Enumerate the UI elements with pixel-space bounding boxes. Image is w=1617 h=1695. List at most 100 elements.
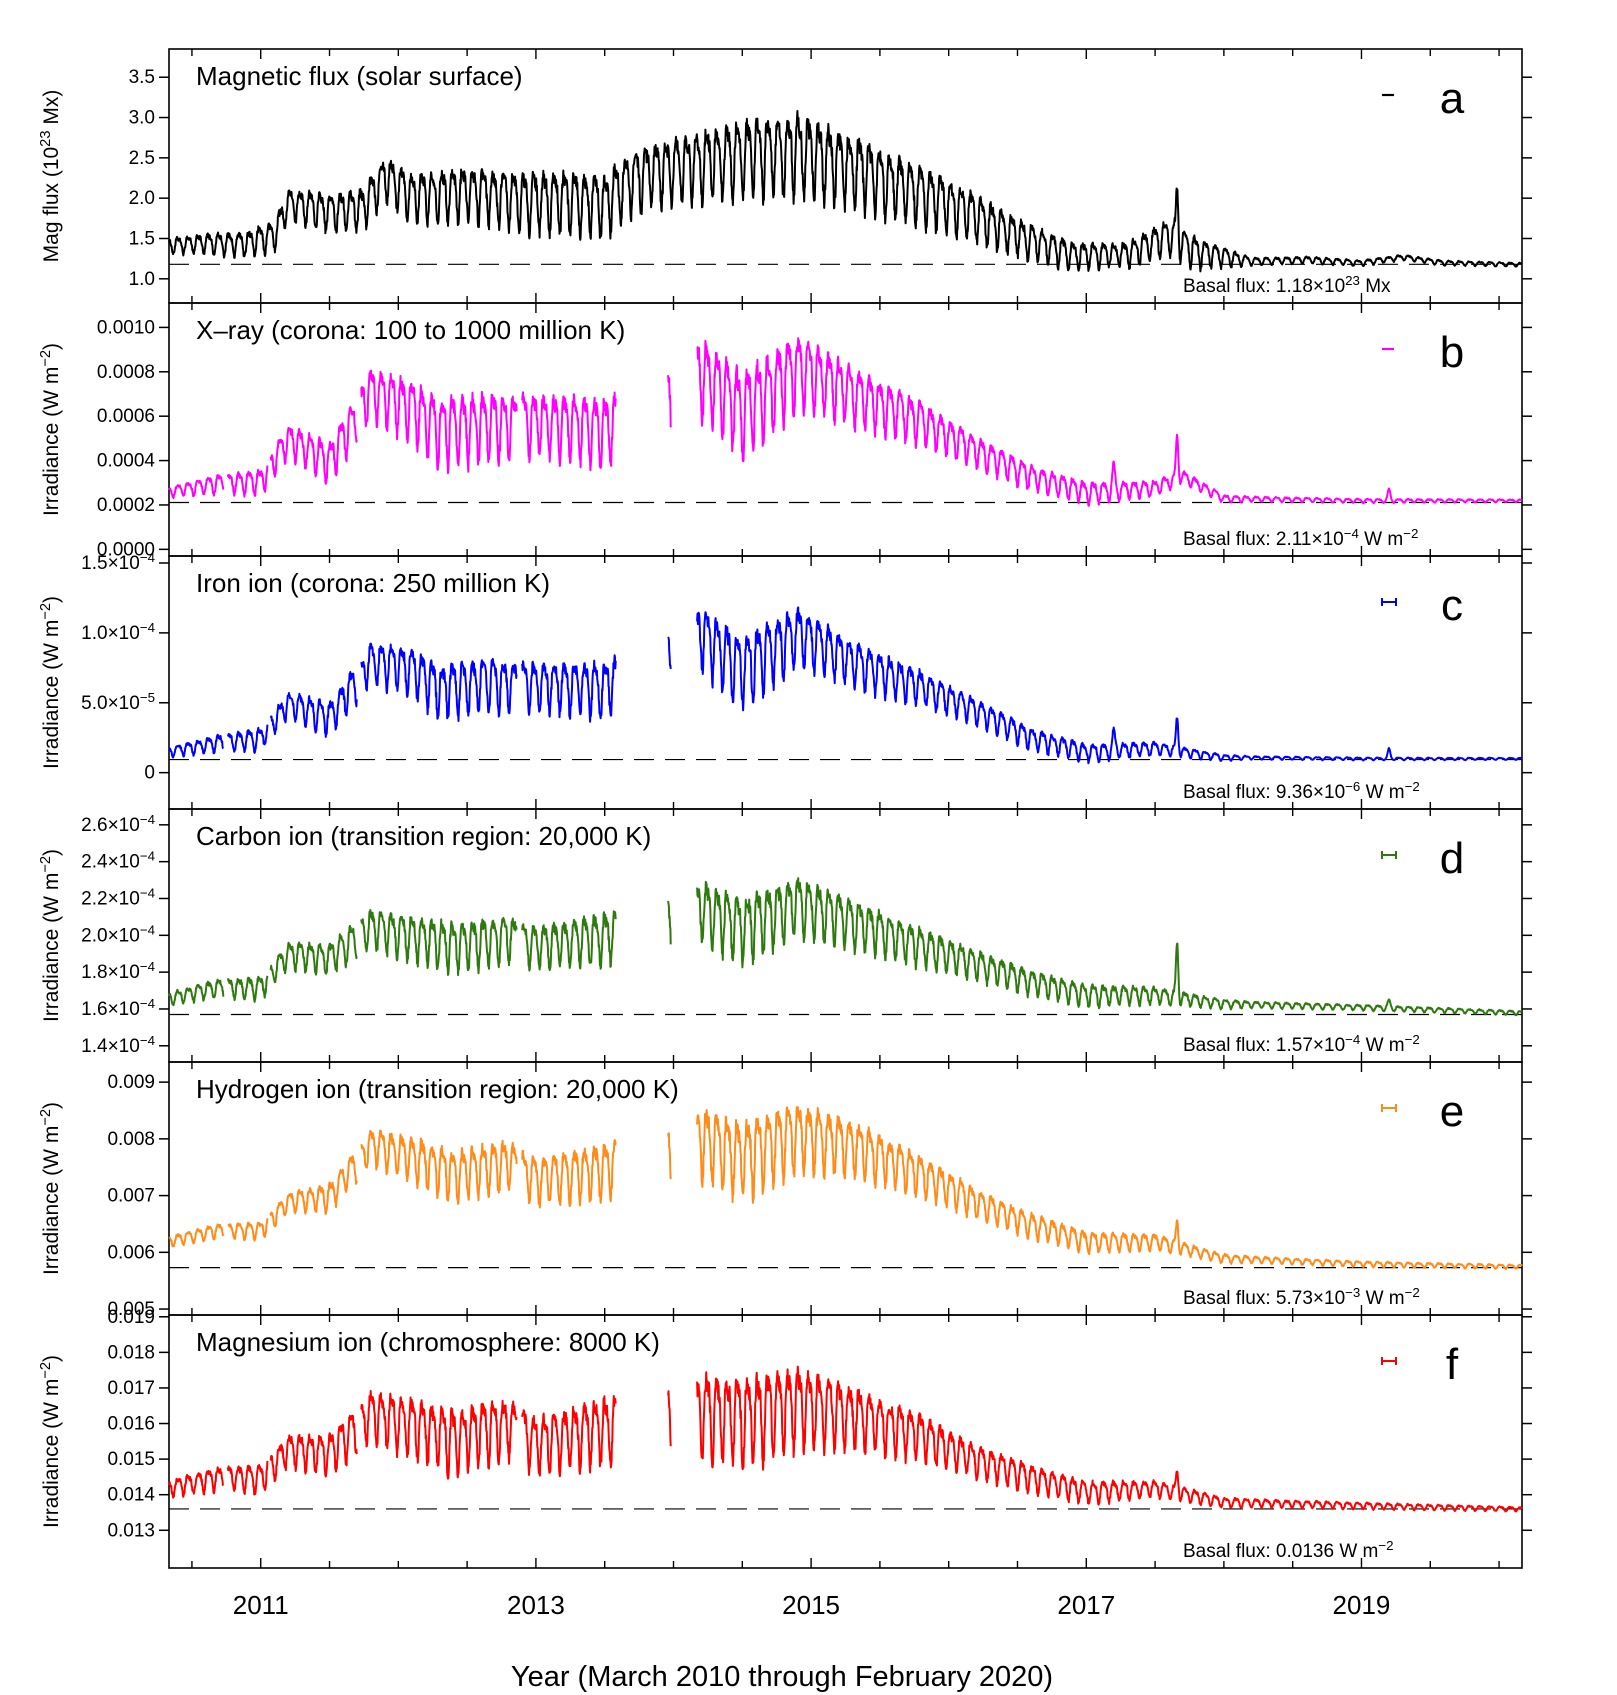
series-line [667, 1390, 672, 1447]
series-line [226, 975, 269, 1003]
panel-letter: b [1440, 328, 1464, 377]
y-tick-label: 0.0002 [97, 495, 155, 516]
y-tick-label: 2.2×10−4 [81, 885, 155, 910]
series-line [269, 1414, 358, 1483]
panel-title: Iron ion (corona: 250 million K) [196, 568, 550, 598]
x-axis-title: Year (March 2010 through February 2020) [511, 1661, 1053, 1693]
series-line [667, 1132, 672, 1180]
series-line [168, 733, 224, 759]
panel-letter: d [1440, 834, 1464, 883]
series-line [696, 1365, 1523, 1513]
y-axis-label: Irradiance (W m−2) [38, 1355, 63, 1528]
series-line [667, 375, 672, 428]
panel-title: Magnesium ion (chromosphere: 8000 K) [196, 1327, 660, 1357]
y-tick-label: 3.5 [129, 67, 155, 88]
y-tick-label: 0 [144, 763, 155, 784]
y-tick-label: 0.0000 [97, 539, 155, 560]
basal-flux-label: Basal flux: 1.57×10−4 W m−2 [1183, 1032, 1420, 1057]
series-line [168, 110, 1523, 273]
y-axis-label: Irradiance (W m−2) [38, 849, 63, 1022]
basal-flux-label: Basal flux: 5.73×10−3 W m−2 [1183, 1285, 1420, 1310]
y-axis-label: Irradiance (W m−2) [38, 596, 63, 769]
series-line [360, 369, 518, 475]
y-tick-label: 0.0010 [97, 317, 155, 338]
series-line [521, 391, 617, 472]
y-tick-label: 0.014 [107, 1485, 155, 1506]
panel-f: 0.013 0.014 0.015 0.016 0.017 0.018 0.019 Irrad… [38, 1307, 1532, 1569]
y-tick-label: 0.009 [107, 1072, 155, 1093]
y-tick-label: 0.016 [107, 1414, 155, 1435]
series-line [521, 910, 617, 972]
y-tick-label: 1.8×10−4 [81, 959, 155, 984]
y-tick-label: 1.5×10−4 [81, 549, 155, 574]
series-line [226, 1460, 269, 1496]
y-tick-label: 0.0006 [97, 406, 155, 427]
series-line [360, 1129, 518, 1205]
panel-title: Magnetic flux (solar surface) [196, 61, 523, 91]
series-line [269, 406, 358, 485]
series-line [168, 1466, 224, 1499]
y-tick-label: 3.0 [129, 108, 155, 129]
panel-d: 1.4×10−4 1.6×10−4 1.8×10−4 2.0×10−4 2.2×10−4… [38, 808, 1532, 1063]
series-line [696, 606, 1523, 765]
y-tick-label: 2.5 [129, 148, 155, 169]
series-line [226, 724, 269, 754]
y-tick-label: 2.6×10−4 [81, 811, 155, 836]
series-line [226, 465, 269, 498]
panel-e: 0.005 0.006 0.007 0.008 0.009 Irradiance (W m… [38, 1061, 1532, 1320]
series-line [227, 1218, 269, 1242]
y-tick-label: 0.007 [107, 1186, 155, 1207]
y-tick-label: 0.0008 [97, 362, 155, 383]
panel-letter: e [1440, 1087, 1464, 1136]
series-line [360, 909, 518, 977]
series-line [360, 1390, 518, 1480]
series-line [696, 877, 1523, 1017]
panel-c: 0 5.0×10−5 1.0×10−4 1.5×10−4 Irradiance (W m… [38, 549, 1532, 810]
panel-letter: f [1446, 1340, 1459, 1389]
y-tick-label: 0.013 [107, 1520, 155, 1541]
y-tick-label: 2.4×10−4 [81, 848, 155, 873]
series-line [168, 474, 225, 500]
y-tick-label: 0.015 [107, 1449, 155, 1470]
panel-letter: c [1441, 581, 1463, 630]
panel-a: 1.0 1.5 2.0 2.5 3.0 3.5 Mag flux (1023 Mx) Magn… [38, 48, 1532, 304]
y-tick-label: 0.019 [107, 1307, 155, 1328]
basal-flux-label: Basal flux: 2.11×10−4 W m−2 [1183, 526, 1418, 551]
y-tick-label: 1.0 [129, 269, 155, 290]
y-tick-label: 0.008 [107, 1129, 155, 1150]
x-tick-label: 2017 [1057, 1590, 1115, 1620]
series-line [521, 1139, 617, 1209]
y-tick-label: 2.0 [129, 188, 155, 209]
y-tick-label: 1.5 [129, 228, 155, 249]
x-tick-label: 2019 [1333, 1590, 1391, 1620]
basal-flux-label: Basal flux: 1.18×1023 Mx [1183, 273, 1391, 298]
series-line [696, 1106, 1523, 1270]
y-axis-label: Irradiance (W m−2) [38, 343, 63, 516]
y-tick-label: 1.0×10−4 [81, 619, 155, 644]
series-line [269, 924, 358, 984]
y-tick-label: 0.005 [107, 1299, 155, 1320]
y-tick-label: 0.017 [107, 1378, 155, 1399]
y-tick-label: 0.006 [107, 1242, 155, 1263]
series-line [269, 671, 358, 738]
series-line [667, 900, 672, 945]
y-tick-label: 0.0004 [97, 451, 156, 472]
y-tick-label: 1.6×10−4 [81, 995, 155, 1020]
y-axis-label: Irradiance (W m−2) [38, 1102, 63, 1275]
panel-letter: a [1440, 74, 1465, 123]
panels: 1.0 1.5 2.0 2.5 3.0 3.5 Mag flux (1023 Mx) Magn… [38, 48, 1532, 1569]
panel-title: Hydrogen ion (transition region: 20,000 … [196, 1074, 679, 1104]
y-tick-label: 5.0×10−5 [81, 689, 155, 714]
series-line [360, 642, 518, 722]
basal-flux-label: Basal flux: 9.36×10−6 W m−2 [1183, 779, 1420, 804]
series-line [696, 337, 1523, 507]
series-line [168, 978, 225, 1007]
series-line [521, 1395, 617, 1478]
x-tick-label: 2015 [782, 1590, 840, 1620]
series-line [667, 636, 672, 669]
x-axis: 2011 2013 2015 2017 2019 [233, 1590, 1391, 1620]
series-line [269, 1155, 358, 1228]
series-line [521, 654, 617, 723]
panel-title: Carbon ion (transition region: 20,000 K) [196, 821, 651, 851]
